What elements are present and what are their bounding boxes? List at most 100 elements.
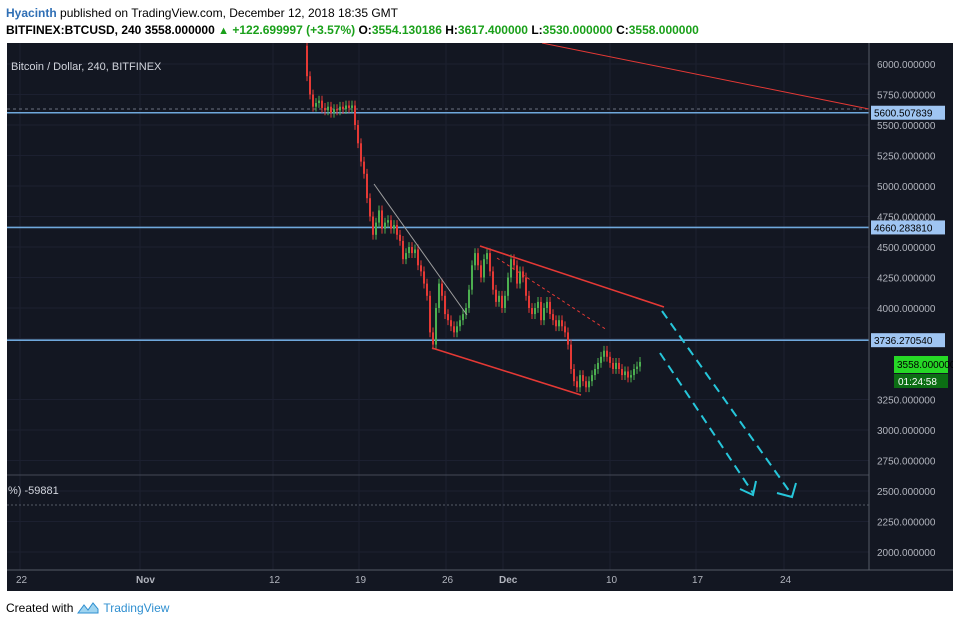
candle-body — [477, 253, 479, 266]
resistance-trendline[interactable] — [541, 43, 870, 110]
time-tick-label: 12 — [269, 575, 281, 586]
candle-body — [552, 314, 554, 321]
candle-body — [381, 210, 383, 229]
candles — [306, 43, 641, 393]
candle-body — [339, 106, 341, 111]
high-label: H: — [445, 23, 458, 37]
price-tick-label: 6000.000000 — [877, 60, 936, 71]
candle-body — [555, 320, 557, 327]
time-tick-label: Nov — [136, 575, 155, 586]
channel-upper-line[interactable] — [479, 245, 665, 308]
projection-arrow-right[interactable] — [661, 310, 793, 496]
price-chart[interactable]: 6000.000000 5750.000000 5500.000000 5250.00… — [7, 43, 953, 591]
tradingview-brand-link[interactable]: TradingView — [103, 601, 170, 615]
candle-body — [399, 234, 401, 241]
channel-mid-line[interactable] — [496, 257, 608, 331]
candle-body — [444, 295, 446, 315]
time-axis[interactable]: 22 Nov 12 19 26 Dec 10 17 24 — [16, 575, 792, 586]
candle-body — [636, 366, 638, 369]
level-tag-label: 3736.270540 — [874, 336, 933, 347]
published-text: published on TradingView.com, December 1… — [60, 6, 399, 20]
candle-body — [402, 240, 404, 260]
level-tags: 5600.507839 4660.283810 3736.270540 — [871, 105, 945, 348]
candle-body — [576, 381, 578, 388]
candle-body — [621, 369, 623, 376]
candle-body — [603, 350, 605, 357]
level-tag-bg — [871, 220, 945, 235]
candle-body — [501, 295, 503, 308]
candle-body — [471, 265, 473, 290]
price-change: +122.699997 (+3.57%) — [232, 23, 356, 37]
candle-body — [558, 320, 560, 327]
candle-body — [450, 320, 452, 327]
candle-body — [375, 222, 377, 235]
grey-trendline[interactable] — [373, 183, 468, 316]
candle-body — [333, 109, 335, 113]
candle-body — [564, 326, 566, 333]
candle-body — [480, 265, 482, 278]
candle-body — [435, 308, 437, 345]
price-tick-label: 2250.000000 — [877, 518, 936, 529]
price-tick-label: 4750.000000 — [877, 213, 936, 224]
candle-body — [612, 362, 614, 369]
candle-body — [585, 381, 587, 388]
candle-body — [372, 216, 374, 235]
candle-body — [486, 253, 488, 260]
symbol-name: BITFINEX:BTCUSD, 240 — [6, 23, 142, 37]
time-tick-label: 19 — [355, 575, 367, 586]
candle-body — [315, 103, 317, 107]
candle-body — [492, 271, 494, 290]
channel-lower-line[interactable] — [431, 347, 582, 396]
indicator-value: %) -59881 — [8, 485, 59, 497]
candle-body — [549, 301, 551, 315]
current-price-label: 3558.000000 — [897, 360, 953, 371]
candle-body — [441, 283, 443, 296]
candle-body — [378, 210, 380, 223]
candle-body — [546, 301, 548, 308]
open-value: 3554.130186 — [371, 23, 442, 37]
price-tick-label: 4250.000000 — [877, 274, 936, 285]
tradingview-logo-icon — [77, 602, 99, 614]
candle-body — [417, 249, 419, 266]
level-tag-label: 4660.283810 — [874, 223, 933, 234]
footer: Created with TradingView — [6, 601, 169, 615]
candle-body — [519, 271, 521, 284]
low-value: 3530.000000 — [542, 23, 613, 37]
price-scale-bg — [869, 43, 953, 591]
candle-body — [438, 283, 440, 308]
candle-body — [363, 161, 365, 174]
candle-body — [405, 253, 407, 260]
candle-body — [414, 249, 416, 254]
candle-body — [354, 105, 356, 125]
candle-body — [357, 125, 359, 144]
candle-body — [489, 253, 491, 272]
candle-body — [561, 320, 563, 327]
candle-body — [309, 76, 311, 95]
candle-body — [384, 222, 386, 229]
candle-body — [597, 362, 599, 369]
candle-body — [531, 308, 533, 315]
price-tick-label: 5750.000000 — [877, 91, 936, 102]
price-tick-label: 2000.000000 — [877, 548, 936, 559]
candle-body — [345, 105, 347, 110]
candle-body — [600, 356, 602, 363]
open-label: O: — [358, 23, 372, 37]
chart-panel[interactable]: 6000.000000 5750.000000 5500.000000 5250.00… — [7, 43, 953, 591]
author-link[interactable]: Hyacinth — [6, 6, 57, 20]
symbol-quote-line: BITFINEX:BTCUSD, 240 3558.000000 ▲ +122.… — [6, 23, 699, 37]
candle-body — [513, 259, 515, 266]
drawings — [373, 43, 870, 499]
level-tag-bg — [871, 333, 945, 348]
candle-body — [330, 106, 332, 113]
candle-body — [369, 198, 371, 217]
candle-body — [459, 320, 461, 327]
projection-arrow-left[interactable] — [659, 352, 754, 494]
candle-body — [351, 105, 353, 108]
candle-body — [543, 308, 545, 321]
candle-body — [573, 369, 575, 382]
candle-body — [456, 326, 458, 333]
candle-body — [516, 265, 518, 284]
candle-body — [528, 295, 530, 308]
high-value: 3617.400000 — [457, 23, 528, 37]
up-arrow-icon: ▲ — [218, 25, 230, 37]
